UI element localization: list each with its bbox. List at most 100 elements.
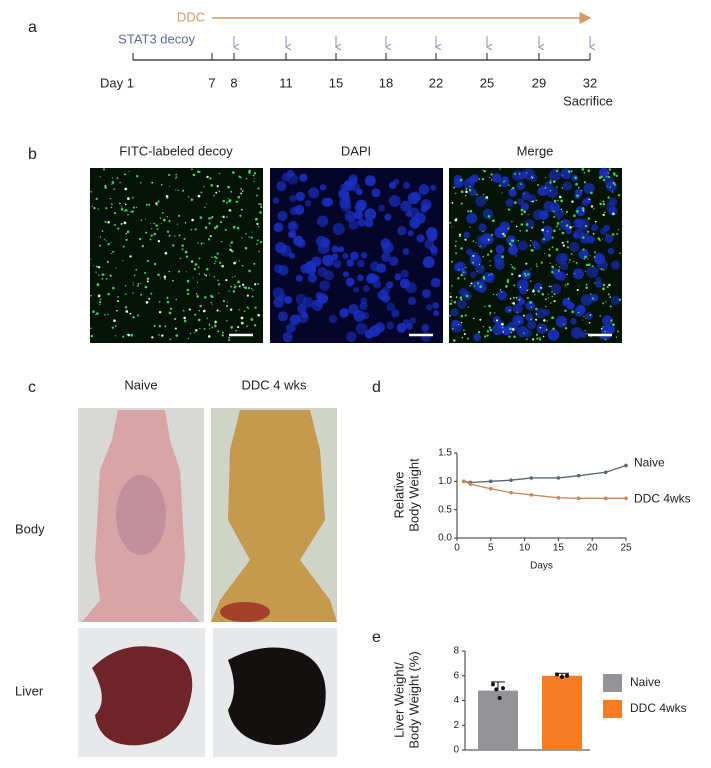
fitc-dot [226,216,228,218]
data-point [489,479,493,484]
fitc-dot [530,306,533,308]
fitc-dot [119,202,121,205]
fitc-dot [542,335,545,338]
fitc-dot [183,316,186,320]
fitc-dot [598,176,602,179]
photo-shade [116,475,166,555]
fitc-dot [511,186,515,190]
nucleus [319,280,330,291]
nucleus [289,206,298,216]
fitc-dot [192,173,196,177]
fitc-dot [593,256,596,259]
nucleus [342,253,349,260]
fitc-dot [232,276,234,278]
nucleus [384,213,392,221]
fitc-dot [465,194,467,197]
fitc-dot [122,245,125,248]
nucleus [339,308,349,318]
panel-label: b [28,146,37,163]
fitc-dot [221,334,224,337]
fitc-dot [191,218,194,222]
nucleus [356,259,365,268]
micrograph-texture [90,168,263,342]
fitc-dot [584,270,587,273]
nucleus [551,268,559,276]
fitc-dot [551,246,554,249]
fitc-dot [607,175,611,179]
fitc-dot [496,319,498,322]
nucleus [562,297,571,307]
nucleus [535,307,547,319]
fitc-dot [549,189,552,192]
fitc-dot [250,287,253,290]
nucleus [517,198,524,206]
fitc-dot [468,189,471,191]
fitc-dot [190,198,194,201]
nucleus [418,184,430,195]
fitc-dot [553,199,557,203]
micrograph-title: FITC-labeled decoy [119,143,233,158]
fitc-dot [530,318,533,321]
fitc-dot [530,239,532,242]
nucleus [295,274,303,282]
fitc-dot [194,263,198,266]
fitc-dot [548,254,551,257]
nucleus [301,312,309,319]
fitc-dot [471,261,474,264]
fitc-dot [482,275,486,279]
fitc-dot [587,263,591,266]
nucleus [369,261,380,272]
fitc-dot [228,336,230,339]
fitc-dot [601,238,604,240]
fitc-dot [501,291,503,293]
fitc-dot [219,221,223,224]
nucleus [380,238,391,249]
fitc-dot [193,331,196,334]
nucleus [505,305,513,314]
nucleus [499,221,511,233]
fitc-dot [237,280,240,284]
fitc-dot [465,294,469,298]
nucleus [400,200,412,212]
fitc-dot [531,226,534,229]
fitc-dot [511,239,515,243]
fitc-dot [571,310,575,314]
fitc-dot [511,220,513,223]
fitc-dot [113,212,117,215]
fitc-dot [590,205,594,208]
fitc-dot [532,200,534,203]
fitc-dot [594,220,597,223]
data-point [461,479,466,484]
fitc-dot [583,258,586,260]
fitc-dot [186,292,190,295]
fitc-dot [451,201,454,204]
legend-swatch [603,700,622,718]
fitc-dot [213,262,216,265]
fitc-dot [573,214,576,217]
fitc-dot [125,310,129,313]
nucleus [354,210,363,220]
fitc-dot [598,239,601,242]
nucleus [421,323,430,332]
data-point [501,686,505,691]
fitc-dot [107,313,109,316]
nucleus [285,323,296,333]
fitc-dot [186,279,190,283]
fitc-dot [117,300,119,303]
fitc-dot [137,283,139,285]
photo-row: Body [15,521,45,536]
nucleus [508,244,519,256]
x-tick-label: 10 [519,543,531,554]
nucleus [393,178,400,185]
nucleus [559,252,569,262]
fitc-dot [560,199,564,203]
fitc-dot [144,271,147,274]
fitc-dot [597,237,600,240]
fitc-dot [208,217,211,220]
fitc-dot [510,331,513,334]
fitc-dot [587,258,589,260]
fitc-dot [536,265,538,268]
micrograph-texture [449,167,622,342]
fitc-dot [240,177,242,179]
